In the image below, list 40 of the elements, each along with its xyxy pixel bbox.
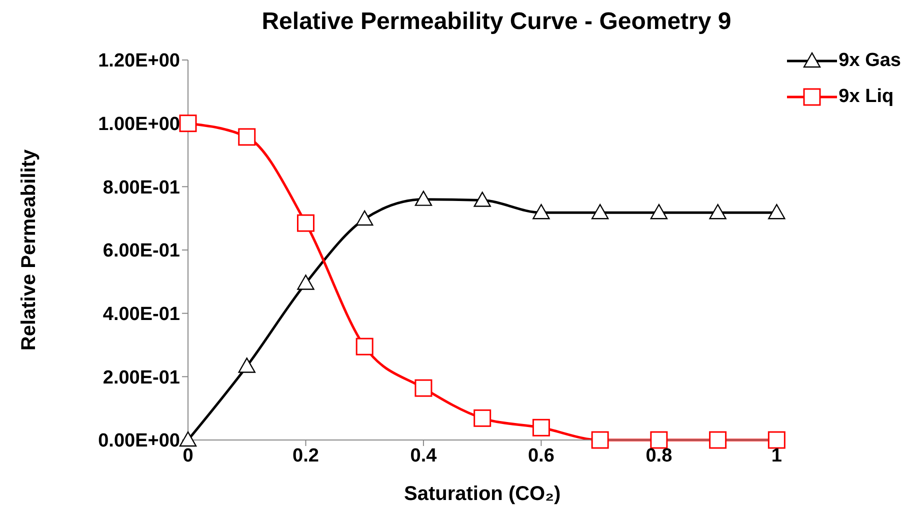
x-tick-label: 0.4 [410,445,438,466]
point [238,358,256,373]
y-tick-label: 1.20E+00 [98,50,180,72]
point [650,204,668,220]
point [414,190,432,206]
y-tick-label: 0.00E+00 [98,430,180,452]
point [768,431,786,449]
point [532,204,550,220]
x-tick-label: 0 [182,445,194,466]
point [296,214,314,232]
chart-title: Relative Permeability Curve - Geometry 9 [260,8,732,37]
point [591,431,609,449]
y-axis-title: Relative Permeability [18,148,40,351]
point [709,431,727,449]
y-tick-label: 2.00E-01 [102,367,180,388]
point [356,210,374,226]
point [709,204,726,220]
point [238,128,256,146]
x-axis-title: Saturation (CO₂) [404,483,561,505]
point [297,274,314,290]
x-tick-label: 1 [771,445,782,466]
x-tick-label: 0.6 [528,445,554,466]
point [179,431,197,447]
x-tick-label: 0.2 [292,445,319,466]
point [356,338,374,356]
point [768,204,786,220]
point [532,418,550,436]
point [591,204,609,220]
y-tick-label: 8.00E-01 [102,177,180,198]
point [414,379,432,397]
point [474,192,491,207]
point [474,409,492,427]
point [179,114,197,132]
y-tick-label: 6.00E-01 [102,240,180,262]
legend-label: 9x Liq [838,86,894,108]
point [650,431,668,449]
x-tick-label: 0.8 [646,445,672,466]
y-tick-label: 1.00E+00 [98,114,180,136]
y-tick-label: 4.00E-01 [102,304,180,326]
legend-label: 9x Gas [838,50,901,72]
